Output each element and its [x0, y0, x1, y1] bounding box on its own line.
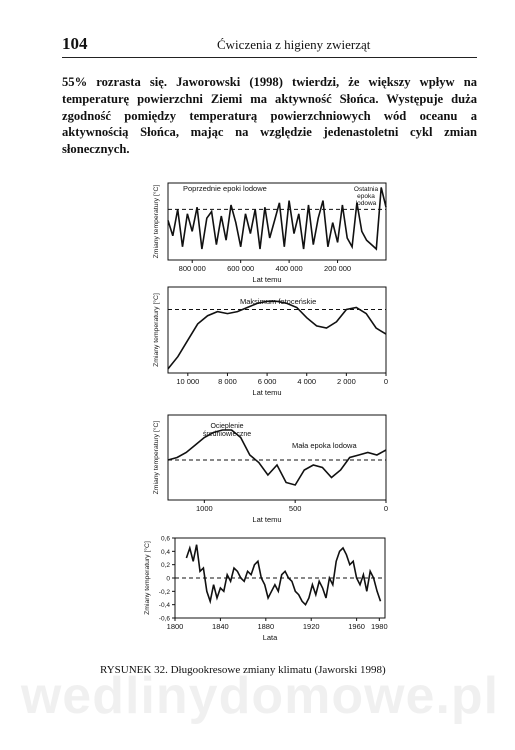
- x-tick-label: 600 000: [227, 264, 254, 273]
- annotation-label: lodowa: [356, 200, 377, 207]
- x-tick-label: 4 000: [297, 377, 316, 386]
- y-tick-label: -0,2: [159, 589, 171, 596]
- annotation-label: średniowieczne: [203, 431, 251, 438]
- x-tick-label: 0: [384, 504, 388, 513]
- series-line: [167, 300, 387, 370]
- panel-frame: [167, 414, 387, 501]
- x-tick-label: 1000: [196, 504, 213, 513]
- x-tick-label: 10 000: [176, 377, 199, 386]
- annotation-label: Ocieplenie: [210, 423, 243, 430]
- y-tick-label: -0,6: [159, 616, 171, 623]
- panel-frame: [167, 182, 387, 261]
- annotation-label: Mała epoka lodowa: [292, 441, 357, 450]
- series-line: [185, 544, 382, 607]
- x-axis-label: Lat temu: [252, 388, 281, 397]
- y-tick-label: 0: [166, 576, 170, 583]
- page-number: 104: [62, 34, 88, 53]
- x-tick-label: 6 000: [258, 377, 277, 386]
- x-tick-label: 800 000: [179, 264, 206, 273]
- watermark-text: wedlinydomowe.pl: [20, 667, 500, 725]
- series-line: [167, 429, 387, 486]
- x-tick-label: 8 000: [218, 377, 237, 386]
- x-tick-label: 1980: [371, 622, 388, 631]
- x-tick-label: 0: [384, 377, 388, 386]
- x-tick-label: 1840: [212, 622, 229, 631]
- y-tick-label: -0,4: [159, 602, 171, 609]
- y-tick-label: 0,6: [161, 536, 170, 543]
- y-tick-label: 0,4: [161, 549, 170, 556]
- panel-frame: [167, 286, 387, 374]
- x-axis-label: Lat temu: [252, 275, 281, 284]
- y-axis-label: Zmiany temperatury [°C]: [152, 421, 160, 495]
- x-axis-label: Lata: [263, 633, 278, 642]
- running-title: Ćwiczenia z higieny zwierząt: [217, 37, 371, 52]
- x-tick-label: 1960: [348, 622, 365, 631]
- annotation-label: Maksimum fotoceńskie: [240, 297, 316, 306]
- header-rule: [62, 57, 477, 58]
- annotation-label: Poprzednie epoki lodowe: [183, 184, 267, 193]
- x-tick-label: 1800: [167, 622, 184, 631]
- x-tick-label: 400 000: [276, 264, 303, 273]
- x-axis-label: Lat temu: [252, 515, 281, 524]
- y-axis-label: Zmiany temperatury [°C]: [152, 185, 160, 259]
- x-tick-label: 1880: [257, 622, 274, 631]
- y-axis-label: Zmiany temperatury [°C]: [152, 293, 160, 367]
- figure-caption: RYSUNEK 32. Długookresowe zmiany klimatu…: [100, 664, 386, 676]
- annotation-label: epoka: [357, 193, 375, 200]
- x-tick-label: 500: [289, 504, 302, 513]
- series-line: [167, 187, 387, 251]
- annotation-label: Ostatnia: [354, 186, 379, 193]
- y-tick-label: 0,2: [161, 562, 170, 569]
- x-tick-label: 200 000: [324, 264, 351, 273]
- page-header: 104 Ćwiczenia z higieny zwierząt: [62, 34, 477, 56]
- y-axis-label: Zmiany temperatury [°C]: [143, 541, 151, 615]
- body-paragraph: 55% rozrasta się. Jaworowski (1998) twie…: [62, 75, 477, 157]
- x-tick-label: 2 000: [337, 377, 356, 386]
- x-tick-label: 1920: [303, 622, 320, 631]
